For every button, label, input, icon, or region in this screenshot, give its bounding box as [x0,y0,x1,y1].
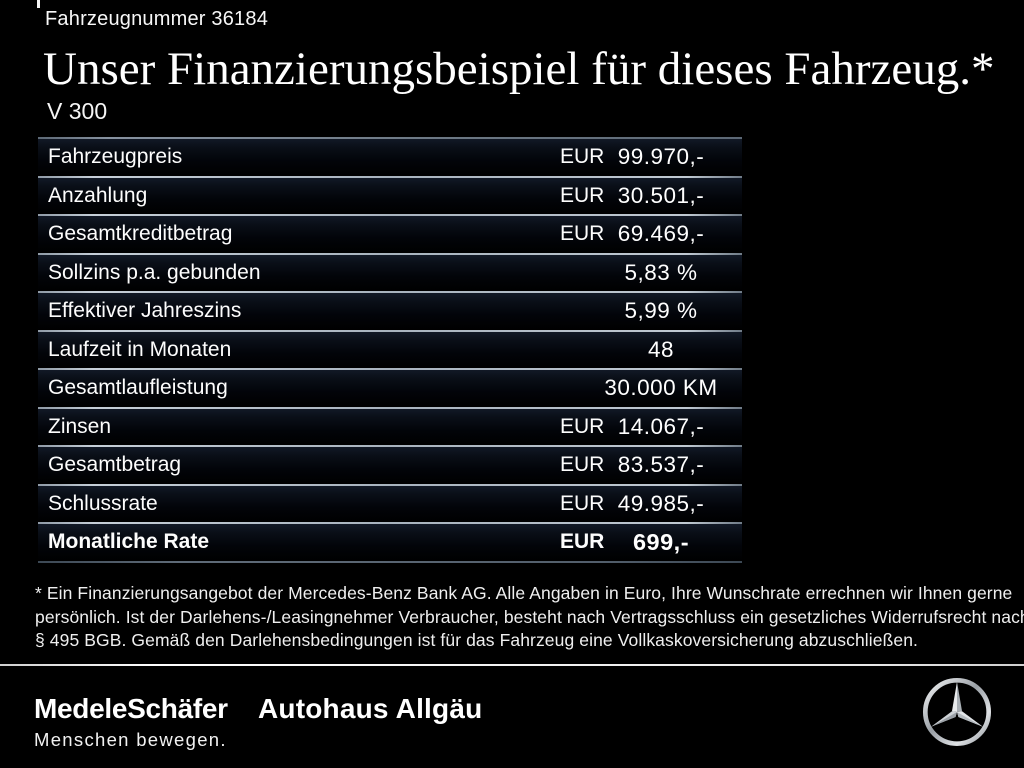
screen-edge-artifact [37,0,40,8]
row-value: 14.067,- [617,413,705,439]
footnote-line: * Ein Finanzierungsangebot der Mercedes-… [35,583,1013,603]
footer-divider [0,664,1024,666]
row-label: Schlussrate [48,491,158,515]
footnote-line: persönlich. Ist der Darlehens-/Leasingne… [35,606,1024,627]
row-value: 48 [647,336,675,362]
table-row: Fahrzeugpreis EUR 99.970,- [38,137,742,176]
row-currency: EUR [560,222,605,245]
table-row: Effektiver Jahreszins 5,99 % [38,291,742,330]
row-currency: EUR [560,491,605,515]
row-currency: EUR [560,145,605,168]
row-currency: EUR [560,453,605,476]
row-value: 30.000 KM [604,375,718,400]
row-currency: EUR [560,183,605,207]
row-label: Zinsen [48,414,112,438]
row-label: Effektiver Jahreszins [48,299,242,322]
row-label: Laufzeit in Monaten [48,337,232,361]
table-row: Schlussrate EUR 49.985,- [38,483,742,522]
table-row: Gesamtbetrag EUR 83.537,- [38,445,742,484]
row-label: Monatliche Rate [48,530,210,553]
row-value: 699,- [632,529,690,555]
row-value: 5,99 % [624,298,698,323]
footnote-line: § 495 BGB. Gemäß den Darlehensbedingunge… [35,630,918,650]
table-row: Laufzeit in Monaten 48 [38,329,742,368]
dealer-tagline: Menschen bewegen. [34,729,227,750]
table-row-monthly-rate: Monatliche Rate EUR 699,- [38,522,742,561]
table-row: Sollzins p.a. gebunden 5,83 % [38,252,742,291]
row-label: Gesamtlaufleistung [48,376,228,399]
row-label: Sollzins p.a. gebunden [48,260,261,284]
legal-footnote: * Ein Finanzierungsangebot der Mercedes-… [35,582,1024,653]
mercedes-star-icon [921,676,993,748]
vehicle-number: Fahrzeugnummer 36184 [45,8,269,30]
financing-table: Fahrzeugpreis EUR 99.970,- Anzahlung EUR… [38,137,742,563]
row-value: 49.985,- [617,490,705,516]
row-currency: EUR [560,414,605,438]
dealer-logo-medele-schaefer: MedeleSchäfer [34,693,228,724]
row-value: 83.537,- [617,452,705,477]
row-value: 99.970,- [617,144,705,169]
row-label: Gesamtkreditbetrag [48,222,233,245]
vehicle-model: V 300 [47,98,108,124]
table-row: Zinsen EUR 14.067,- [38,406,742,445]
row-label: Gesamtbetrag [48,453,182,476]
row-label: Anzahlung [48,183,148,207]
row-label: Fahrzeugpreis [48,145,183,168]
table-row: Gesamtlaufleistung 30.000 KM [38,368,742,407]
table-row: Anzahlung EUR 30.501,- [38,175,742,214]
row-currency: EUR [560,530,605,553]
table-row: Gesamtkreditbetrag EUR 69.469,- [38,214,742,253]
row-value: 30.501,- [617,182,705,208]
page-title: Unser Finanzierungsbeispiel für dieses F… [43,43,995,95]
table-bottom-border [38,560,742,563]
dealer-logo-autohaus-allgaeu: Autohaus Allgäu [258,693,483,724]
row-value: 69.469,- [617,221,705,246]
row-value: 5,83 % [624,259,698,285]
